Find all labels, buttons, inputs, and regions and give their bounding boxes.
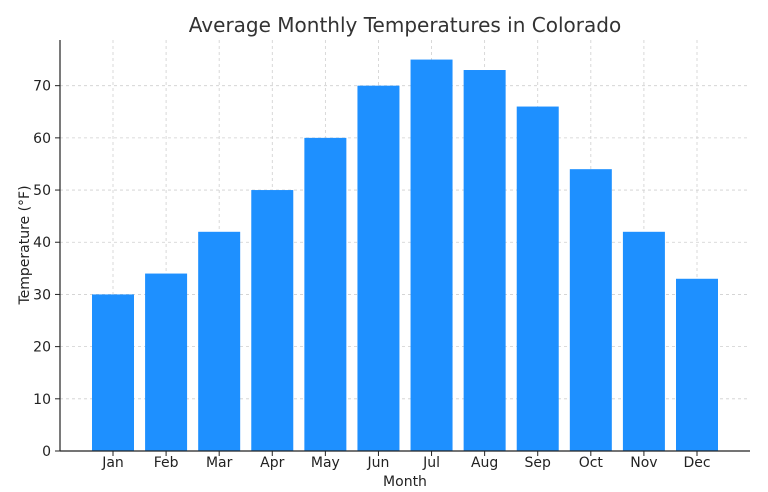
y-tick-label: 40 (33, 235, 51, 251)
y-tick-label: 10 (33, 392, 51, 408)
bar-jul (410, 59, 453, 451)
bar-jun (357, 85, 400, 452)
bar-nov (622, 231, 665, 451)
bar-feb (145, 273, 188, 451)
x-tick-label: Dec (683, 455, 710, 471)
bar-may (304, 137, 347, 451)
y-tick-label: 20 (33, 340, 51, 356)
x-tick-label: Apr (260, 455, 284, 471)
x-tick-label: Sep (525, 455, 552, 471)
x-axis-label: Month (383, 474, 427, 490)
bar-sep (516, 106, 559, 452)
bar-aug (463, 70, 506, 451)
axes (59, 40, 750, 452)
y-axis-label: Temperature (°F) (17, 185, 33, 305)
bar-mar (198, 231, 241, 451)
y-tick-label: 60 (33, 131, 51, 147)
bars (92, 59, 718, 452)
chart-title: Average Monthly Temperatures in Colorado (189, 13, 621, 37)
bar-dec (676, 278, 718, 451)
y-tick-label: 70 (33, 79, 51, 95)
x-tick-label: Jan (101, 455, 124, 471)
x-tick-label: Jun (367, 455, 390, 471)
x-tick-label: Jul (422, 455, 440, 471)
y-tick-label: 30 (33, 287, 51, 303)
x-ticks: Jan Feb Mar Apr May Jun Jul Aug Sep Oct Nov Dec (101, 451, 711, 471)
bar-apr (251, 190, 294, 452)
x-tick-label: Feb (154, 455, 179, 471)
y-tick-label: 0 (42, 444, 51, 460)
x-tick-label: Nov (630, 455, 657, 471)
x-tick-label: Mar (206, 455, 233, 471)
x-tick-label: May (311, 455, 340, 471)
y-tick-label: 50 (33, 183, 51, 199)
bar-oct (569, 169, 612, 451)
y-ticks: 0 10 20 30 40 50 60 70 (33, 79, 60, 460)
x-tick-label: Aug (471, 455, 498, 471)
x-tick-label: Oct (579, 455, 604, 471)
bar-jan (92, 294, 134, 451)
